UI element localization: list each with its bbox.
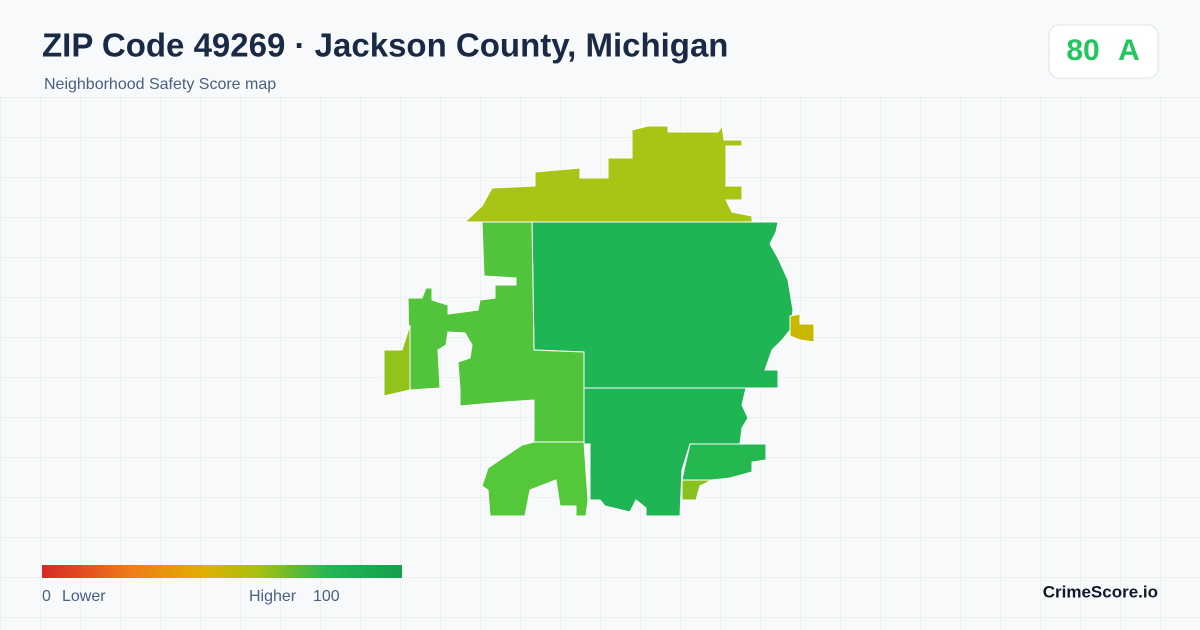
title: ZIP Code 49269 · Jackson County, Michiga… [42, 27, 728, 64]
legend-bar [42, 565, 402, 578]
region [789, 313, 815, 343]
score-badge [1048, 24, 1159, 79]
region [383, 324, 411, 397]
legend-min: 0 [42, 588, 51, 605]
legend-max: 100 [313, 588, 340, 605]
subtitle: Neighborhood Safety Score map [44, 76, 276, 93]
score: 80 [1066, 34, 1099, 67]
region [583, 387, 749, 517]
region [681, 443, 767, 481]
region [681, 479, 713, 501]
brand: CrimeScore.io [1043, 582, 1158, 601]
map [383, 124, 815, 517]
region [481, 441, 589, 517]
grade: A [1118, 34, 1140, 67]
region [463, 124, 753, 223]
region [407, 221, 585, 443]
legend-min-label: Lower [62, 588, 106, 605]
legend-max-label: Higher [249, 588, 297, 605]
